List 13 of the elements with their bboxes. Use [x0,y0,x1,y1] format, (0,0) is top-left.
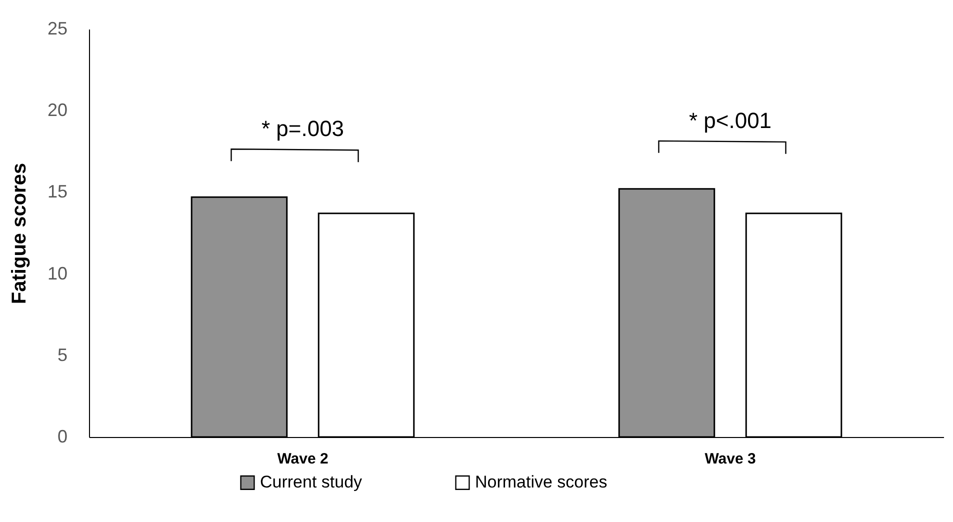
y-tick-label: 20 [47,100,68,120]
annotation: * p<.001 [688,108,772,133]
x-tick-label: Wave 3 [704,450,756,468]
y-axis-title: Fatigue scores [8,162,30,304]
annotation: * p=.003 [261,116,344,142]
y-tick-label: 15 [47,182,68,202]
legend-label: Normative scores [475,472,608,492]
legend-label: Current study [260,472,363,492]
y-tick-label: 25 [47,18,68,38]
y-tick-label: 5 [57,344,68,365]
x-tick-label: Wave 2 [277,450,328,468]
y-tick-label: 0 [57,426,68,446]
y-tick-label: 10 [47,263,68,284]
